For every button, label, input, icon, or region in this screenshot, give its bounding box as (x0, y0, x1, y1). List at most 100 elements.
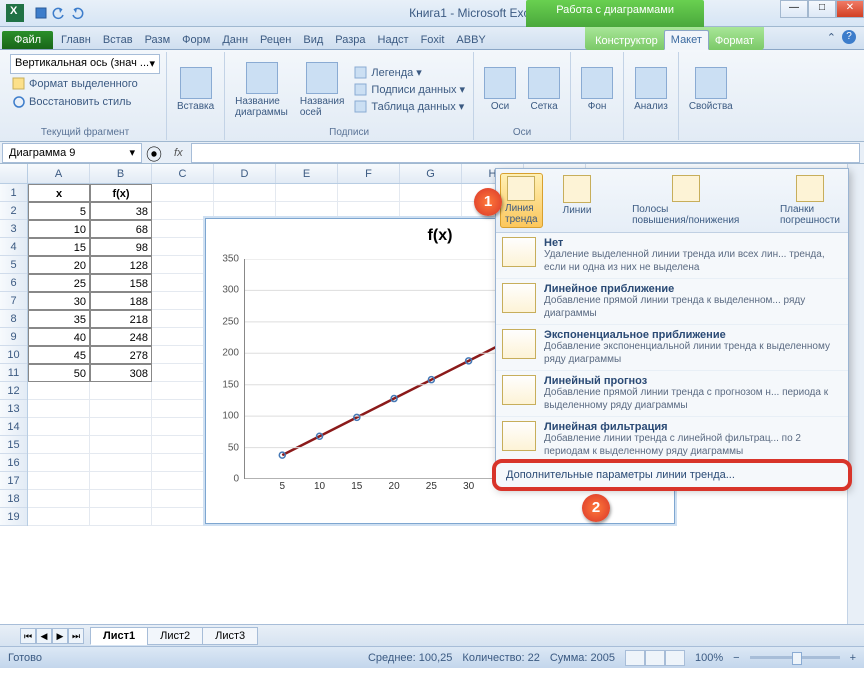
cell[interactable]: 10 (28, 220, 90, 238)
insert-button[interactable]: Вставка (173, 65, 218, 114)
cell[interactable] (90, 454, 152, 472)
row-header[interactable]: 1 (0, 184, 27, 202)
row-header[interactable]: 16 (0, 454, 27, 472)
trendline-option[interactable]: Линейный прогноз Добавление прямой линии… (496, 371, 848, 417)
column-header[interactable]: E (276, 164, 338, 183)
ribbon-tab[interactable]: Надст (372, 31, 415, 49)
cell[interactable]: 218 (90, 310, 152, 328)
tab-nav-next[interactable]: ▶ (52, 628, 68, 644)
cell[interactable]: 5 (28, 202, 90, 220)
grid-button[interactable]: Сетка (524, 65, 564, 114)
reset-style-button[interactable]: Восстановить стиль (10, 94, 133, 110)
cell[interactable] (90, 382, 152, 400)
row-header[interactable]: 13 (0, 400, 27, 418)
sheet-tab-active[interactable]: Лист1 (90, 627, 148, 645)
ribbon-tab[interactable]: Встав (97, 31, 139, 49)
cell[interactable] (90, 472, 152, 490)
cell[interactable]: f(x) (90, 184, 152, 202)
ribbon-tab[interactable]: Данн (216, 31, 254, 49)
axes-button[interactable]: Оси (480, 65, 520, 114)
cell[interactable] (28, 382, 90, 400)
vertical-scrollbar[interactable] (847, 164, 864, 624)
context-tab[interactable]: Макет (664, 30, 709, 50)
row-header[interactable]: 14 (0, 418, 27, 436)
formula-input[interactable] (191, 143, 860, 163)
minimize-button[interactable]: — (780, 0, 808, 18)
trendline-option[interactable]: Линейная фильтрация Добавление линии тре… (496, 417, 848, 463)
row-header[interactable]: 19 (0, 508, 27, 526)
properties-button[interactable]: Свойства (685, 65, 737, 114)
select-all-corner[interactable] (0, 164, 28, 183)
cell[interactable] (90, 418, 152, 436)
chart-title-button[interactable]: Название диаграммы (231, 60, 292, 120)
zoom-out-button[interactable]: − (733, 652, 739, 664)
data-labels-button[interactable]: Подписи данных ▾ (352, 82, 467, 98)
trendline-button[interactable]: Линия тренда (500, 173, 543, 228)
row-header[interactable]: 8 (0, 310, 27, 328)
cell[interactable]: 248 (90, 328, 152, 346)
lines-button[interactable]: Линии (559, 173, 596, 228)
row-header[interactable]: 3 (0, 220, 27, 238)
cell[interactable]: 68 (90, 220, 152, 238)
row-header[interactable]: 17 (0, 472, 27, 490)
column-header[interactable]: B (90, 164, 152, 183)
column-header[interactable]: G (400, 164, 462, 183)
updown-bars-button[interactable]: Полосы повышения/понижения (611, 173, 760, 228)
cell[interactable] (28, 418, 90, 436)
column-header[interactable]: A (28, 164, 90, 183)
cell[interactable] (90, 490, 152, 508)
cell[interactable] (90, 508, 152, 526)
row-header[interactable]: 9 (0, 328, 27, 346)
help-icon[interactable]: ? (842, 30, 856, 44)
cell[interactable] (338, 184, 400, 202)
ribbon-tab[interactable]: ABBY (450, 31, 491, 49)
format-selection-button[interactable]: Формат выделенного (10, 76, 140, 92)
cell[interactable] (90, 436, 152, 454)
row-header[interactable]: 10 (0, 346, 27, 364)
cell[interactable]: 35 (28, 310, 90, 328)
row-header[interactable]: 12 (0, 382, 27, 400)
ribbon-tab[interactable]: Вид (297, 31, 329, 49)
minimize-ribbon-icon[interactable]: ⌃ (827, 31, 836, 44)
redo-icon[interactable] (70, 6, 84, 20)
cell[interactable] (28, 400, 90, 418)
context-tab[interactable]: Формат (709, 32, 760, 50)
ribbon-tab[interactable]: Разра (329, 31, 371, 49)
sheet-tab[interactable]: Лист2 (147, 627, 203, 645)
background-button[interactable]: Фон (577, 65, 617, 114)
cell[interactable] (28, 508, 90, 526)
cell[interactable]: x (28, 184, 90, 202)
cell[interactable]: 158 (90, 274, 152, 292)
cell[interactable] (28, 490, 90, 508)
axis-titles-button[interactable]: Названия осей (296, 60, 349, 120)
row-header[interactable]: 5 (0, 256, 27, 274)
ribbon-tab[interactable]: Рецен (254, 31, 297, 49)
tab-nav-prev[interactable]: ◀ (36, 628, 52, 644)
row-header[interactable]: 4 (0, 238, 27, 256)
tab-nav-last[interactable]: ⏭ (68, 628, 84, 644)
cell[interactable]: 30 (28, 292, 90, 310)
tab-nav-first[interactable]: ⏮ (20, 628, 36, 644)
sheet-tab[interactable]: Лист3 (202, 627, 258, 645)
context-tab[interactable]: Конструктор (589, 32, 664, 50)
zoom-slider[interactable] (750, 656, 840, 659)
cell[interactable] (90, 400, 152, 418)
name-box[interactable]: Диаграмма 9▾ (2, 143, 142, 163)
maximize-button[interactable]: □ (808, 0, 836, 18)
cell[interactable]: 98 (90, 238, 152, 256)
name-box-expand[interactable]: ⦿ (142, 141, 166, 165)
column-header[interactable]: C (152, 164, 214, 183)
cell[interactable]: 278 (90, 346, 152, 364)
cell[interactable] (276, 184, 338, 202)
cell[interactable] (214, 184, 276, 202)
cell[interactable]: 25 (28, 274, 90, 292)
close-button[interactable]: ✕ (836, 0, 864, 18)
ribbon-tab[interactable]: Главн (55, 31, 97, 49)
cell[interactable]: 308 (90, 364, 152, 382)
legend-button[interactable]: Легенда ▾ (352, 65, 467, 81)
cell[interactable] (152, 184, 214, 202)
zoom-in-button[interactable]: + (850, 652, 856, 664)
save-icon[interactable] (34, 6, 48, 20)
cell[interactable] (28, 472, 90, 490)
ribbon-tab[interactable]: Разм (139, 31, 177, 49)
